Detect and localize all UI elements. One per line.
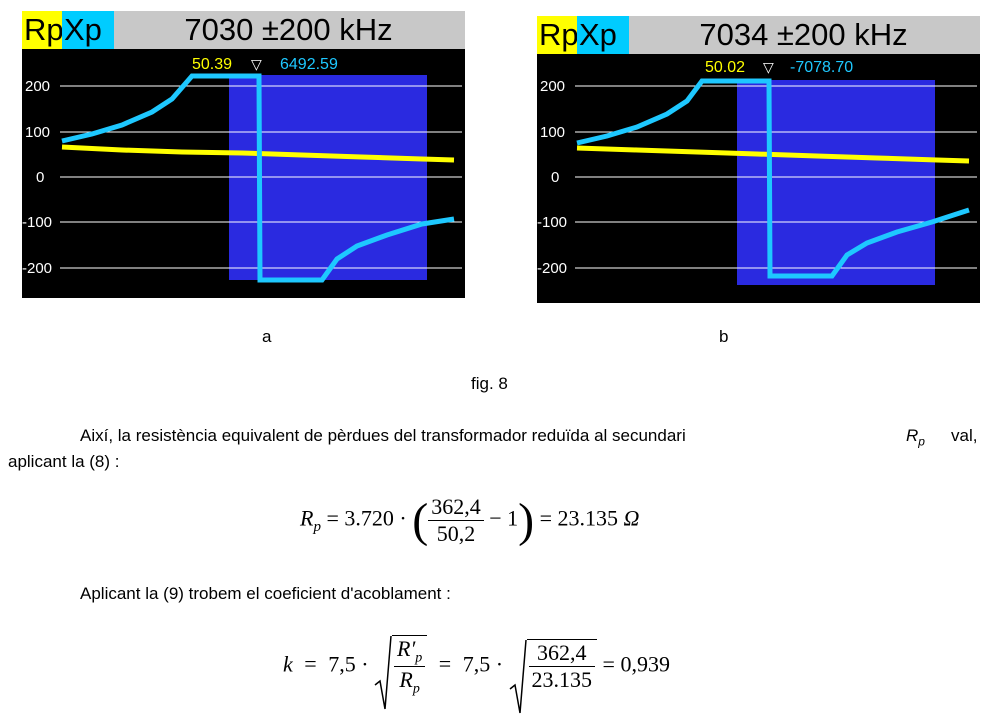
eq2-denominator-2: 23.135 bbox=[531, 667, 593, 693]
figure-caption: fig. 8 bbox=[471, 374, 508, 393]
marker-rp-value: 50.39 bbox=[192, 56, 232, 73]
eq1-paren-close: ) bbox=[518, 494, 535, 547]
y-tick: 0 bbox=[551, 169, 559, 186]
xp-trace bbox=[61, 73, 455, 283]
y-tick: 200 bbox=[540, 78, 565, 95]
eq2-equals-1: = bbox=[304, 651, 317, 677]
eq1-equals: = bbox=[326, 505, 339, 531]
paragraph-1-text-b: val, bbox=[951, 426, 978, 445]
paragraph-1-line-1: Així, la resistència equivalent de pèrdu… bbox=[8, 423, 983, 449]
eq1-unit: Ω bbox=[623, 505, 640, 531]
var-sub: p bbox=[918, 434, 925, 449]
eq2-coef-2: 7,5 · bbox=[462, 651, 504, 677]
scope-panel-a: Rp Xp 7030 ±200 kHz 200 100 0 -100 -200 … bbox=[22, 11, 465, 298]
eq2-result: = 0,939 bbox=[602, 651, 670, 677]
eq2-coef-1: 7,5 · bbox=[328, 651, 369, 677]
eq2-fraction-2: 362,4 23.135 bbox=[528, 640, 596, 693]
eq1-coef: 3.720 · bbox=[344, 505, 407, 531]
y-tick: -100 bbox=[537, 214, 567, 231]
radical-sign bbox=[509, 640, 527, 714]
scope-plot: 200 100 0 -100 -200 50.39 ▽ 6492.59 bbox=[22, 56, 462, 283]
y-tick: -200 bbox=[22, 260, 52, 277]
paragraph-2: Aplicant la (9) trobem el coeficient d'a… bbox=[80, 584, 451, 603]
paragraph-1-variable: Rp bbox=[906, 423, 925, 454]
eq1-lhs-sub: p bbox=[313, 518, 321, 535]
marker-rp-value: 50.02 bbox=[705, 59, 745, 76]
rp-trace bbox=[576, 145, 970, 164]
eq1-paren-open: ( bbox=[412, 494, 429, 547]
eq2-fraction-1: R′p Rp bbox=[394, 636, 426, 698]
eq1-numerator: 362,4 bbox=[428, 494, 484, 521]
scope-plot: 200 100 0 -100 -200 50.02 ▽ -7078.70 bbox=[537, 59, 977, 285]
eq2-numerator-1: R′p bbox=[394, 636, 426, 668]
paragraph-1-text-a: Així, la resistència equivalent de pèrdu… bbox=[80, 426, 686, 445]
xp-trace bbox=[576, 78, 970, 279]
eq2-lhs: k bbox=[283, 651, 293, 677]
panel-label-a: a bbox=[262, 327, 272, 346]
paragraph-1: Així, la resistència equivalent de pèrdu… bbox=[8, 423, 983, 475]
eq2-den1-sub: p bbox=[412, 681, 420, 697]
rp-trace bbox=[61, 144, 455, 163]
eq2-sqrt-1-body: R′p Rp bbox=[392, 635, 428, 698]
y-tick: 0 bbox=[36, 169, 44, 186]
legend-xp: Xp bbox=[62, 11, 114, 49]
eq2-sqrt-2-body: 362,4 23.135 bbox=[526, 639, 598, 693]
marker-xp-value: -7078.70 bbox=[790, 59, 853, 76]
equation-rp: Rp = 3.720 · (362,4 50,2 − 1) = 23.135 Ω bbox=[300, 493, 639, 548]
marker-xp-value: 6492.59 bbox=[280, 56, 338, 73]
eq2-den1: R bbox=[399, 667, 413, 693]
y-tick: 100 bbox=[540, 124, 565, 141]
scope-panel-b: Rp Xp 7034 ±200 kHz 200 100 0 -100 -200 … bbox=[537, 16, 980, 303]
eq1-result: = 23.135 bbox=[539, 505, 619, 531]
y-tick: 100 bbox=[25, 124, 50, 141]
eq2-sqrt-2: 362,4 23.135 bbox=[509, 639, 598, 714]
y-tick: -100 bbox=[22, 214, 52, 231]
grid-lines bbox=[575, 85, 977, 269]
eq2-numerator-2: 362,4 bbox=[528, 640, 596, 668]
frequency-label: 7034 ±200 kHz bbox=[699, 17, 908, 52]
eq2-equals-2: = bbox=[438, 651, 452, 677]
radical-sign bbox=[374, 635, 392, 710]
legend-xp: Xp bbox=[577, 16, 629, 54]
legend-rp: Rp bbox=[22, 11, 64, 49]
eq2-num1-sub: p bbox=[415, 650, 423, 666]
marker-symbol: ▽ bbox=[763, 60, 774, 76]
y-tick: -200 bbox=[537, 260, 567, 277]
legend-rp: Rp bbox=[537, 16, 579, 54]
eq1-denominator: 50,2 bbox=[436, 521, 476, 546]
var-r: R bbox=[906, 426, 919, 445]
eq2-denominator-1: Rp bbox=[394, 667, 425, 697]
eq1-fraction: 362,4 50,2 bbox=[428, 494, 484, 547]
y-tick: 200 bbox=[25, 78, 50, 95]
eq1-minus-one: − 1 bbox=[489, 505, 519, 531]
paragraph-1-line-2: aplicant la (8) : bbox=[8, 452, 120, 471]
eq1-lhs: R bbox=[300, 505, 314, 531]
frequency-label: 7030 ±200 kHz bbox=[184, 12, 393, 47]
panel-label-b: b bbox=[719, 327, 729, 346]
eq2-num1: R′ bbox=[397, 636, 416, 661]
eq2-sqrt-1: R′p Rp bbox=[374, 635, 428, 710]
equation-k: k = 7,5 · R′p Rp = 7,5 · 362,4 23.135 = … bbox=[283, 635, 670, 714]
marker-symbol: ▽ bbox=[251, 57, 262, 73]
